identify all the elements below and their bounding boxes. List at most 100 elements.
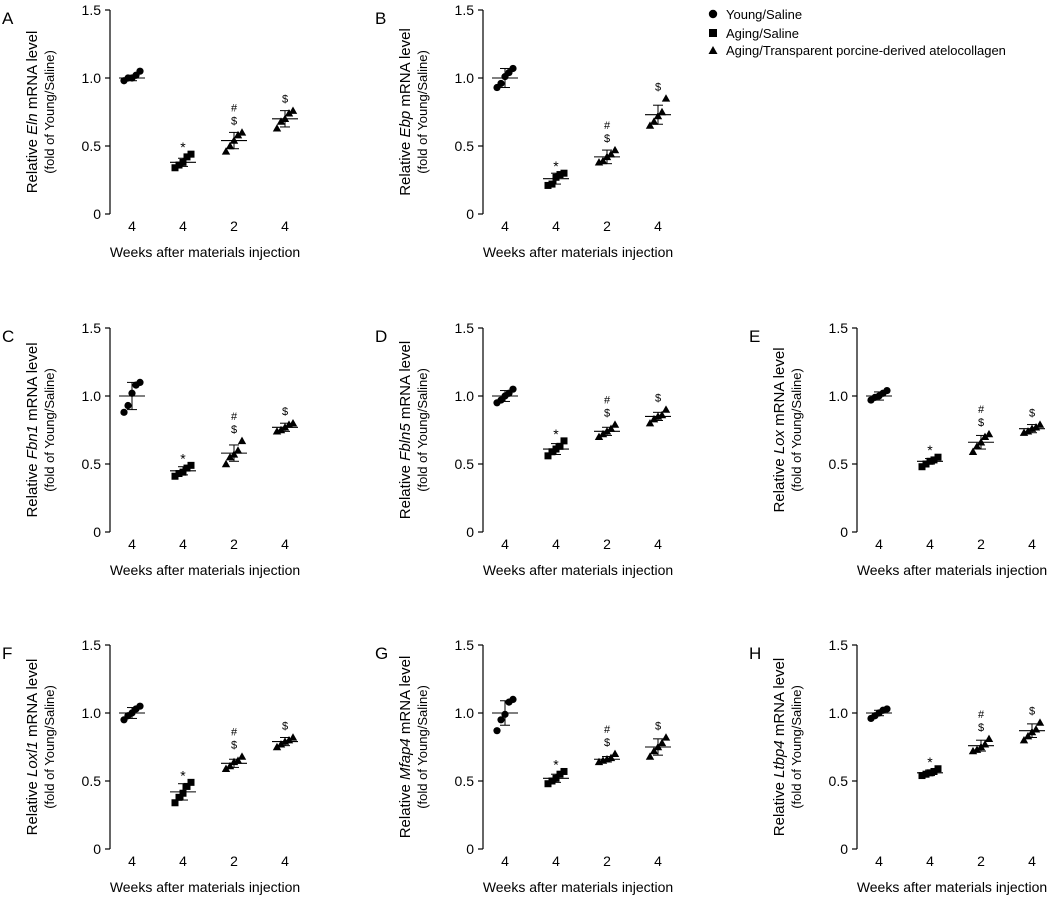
y-tick-label: 0 [93,206,101,222]
significance-mark: * [553,756,559,772]
y-axis-label-line2: (fold of Young/Saline) [789,368,804,492]
data-point [560,169,568,177]
y-tick-label: 1.5 [455,2,475,18]
significance-mark: # [231,727,238,739]
data-point [972,442,982,450]
data-point [284,109,294,117]
data-point [1019,736,1029,744]
y-tick-label: 0.5 [829,456,849,472]
data-point [548,448,556,456]
data-point [171,799,179,807]
data-point [922,770,930,778]
y-tick-label: 1.5 [82,320,102,336]
data-point [509,64,517,73]
data-point [610,145,620,154]
data-point [560,437,568,445]
significance-mark: $ [604,133,610,145]
x-axis-label: Weeks after materials injection [483,879,673,895]
data-point [918,463,926,471]
significance-mark: * [180,767,186,783]
data-point [493,727,501,735]
data-point [645,121,655,129]
significance-mark: $ [282,94,288,106]
y-tick-label: 0 [840,524,848,540]
data-point [544,780,552,788]
significance-mark: $ [282,720,288,732]
x-tick-label: 4 [875,853,883,869]
data-point [1035,718,1045,726]
x-tick-label: 4 [128,218,136,234]
significance-mark: $ [231,424,237,436]
x-tick-label: 4 [128,853,136,869]
data-point [221,764,231,772]
x-tick-label: 4 [552,218,560,234]
data-point [509,385,517,393]
y-tick-label: 1.5 [82,637,102,653]
data-point [187,461,195,469]
data-point [556,442,564,450]
y-tick-label: 1.0 [455,705,475,721]
x-tick-label: 4 [654,853,662,869]
significance-mark: * [553,158,559,174]
data-point [187,150,195,158]
data-point [984,734,994,743]
y-tick-label: 1.5 [455,320,475,336]
panel-letter: F [2,644,12,663]
data-point [175,161,183,169]
data-point [509,695,517,704]
legend-label: Aging/Transparent porcine-derived ateloc… [726,43,1006,58]
data-point [233,130,243,139]
significance-mark: $ [978,417,984,429]
y-tick-label: 1.0 [829,388,849,404]
y-tick-label: 0 [466,206,474,222]
data-point [548,777,556,785]
y-tick-label: 1.0 [455,70,475,86]
x-tick-label: 4 [654,536,662,552]
x-axis-label: Weeks after materials injection [857,879,1047,895]
panel-letter: A [2,9,14,28]
data-point [497,716,505,724]
x-tick-label: 4 [128,536,136,552]
chart-panel-h: H 0 0.5 1.0 1.5 Relative Ltbp4 mRNA level (fol… [749,637,1047,895]
significance-mark: * [927,442,933,458]
x-axis-label: Weeks after materials injection [110,879,300,895]
y-tick-label: 0 [93,841,101,857]
significance-mark: $ [231,115,237,127]
x-tick-label: 4 [501,218,509,234]
x-tick-label: 4 [179,536,187,552]
significance-mark: $ [231,740,237,752]
data-point [237,752,247,760]
data-point [984,429,994,438]
y-tick-label: 0.5 [455,456,475,472]
y-tick-label: 1.0 [82,388,102,404]
data-point [171,164,179,172]
x-axis-label: Weeks after materials injection [483,562,673,578]
data-point [1031,725,1041,733]
y-tick-label: 0.5 [829,773,849,789]
data-point [883,705,891,713]
legend-label: Aging/Saline [726,26,799,41]
panel-letter: D [375,327,387,346]
y-axis-label: Relative Fbln5 mRNA level [397,341,414,519]
x-tick-label: 2 [603,536,611,552]
significance-mark: $ [978,722,984,734]
data-point [610,749,620,757]
y-tick-label: 0 [93,524,101,540]
panel-letter: C [2,327,14,346]
data-point [918,772,926,780]
y-tick-label: 0.5 [82,138,102,154]
data-point [645,419,655,427]
x-tick-label: 4 [179,853,187,869]
x-tick-label: 4 [1028,536,1036,552]
data-point [225,141,235,150]
data-point [610,420,620,428]
data-point [497,79,505,88]
x-tick-label: 4 [926,853,934,869]
chart-panel-a: A 0 0.5 1.0 1.5 Relative Eln mRNA level (fold … [2,2,300,260]
significance-mark: # [604,395,611,407]
x-tick-label: 2 [977,853,985,869]
data-point [183,464,191,472]
x-tick-label: 4 [501,853,509,869]
data-point [136,702,144,710]
y-axis-label-line2: (fold of Young/Saline) [42,368,57,492]
